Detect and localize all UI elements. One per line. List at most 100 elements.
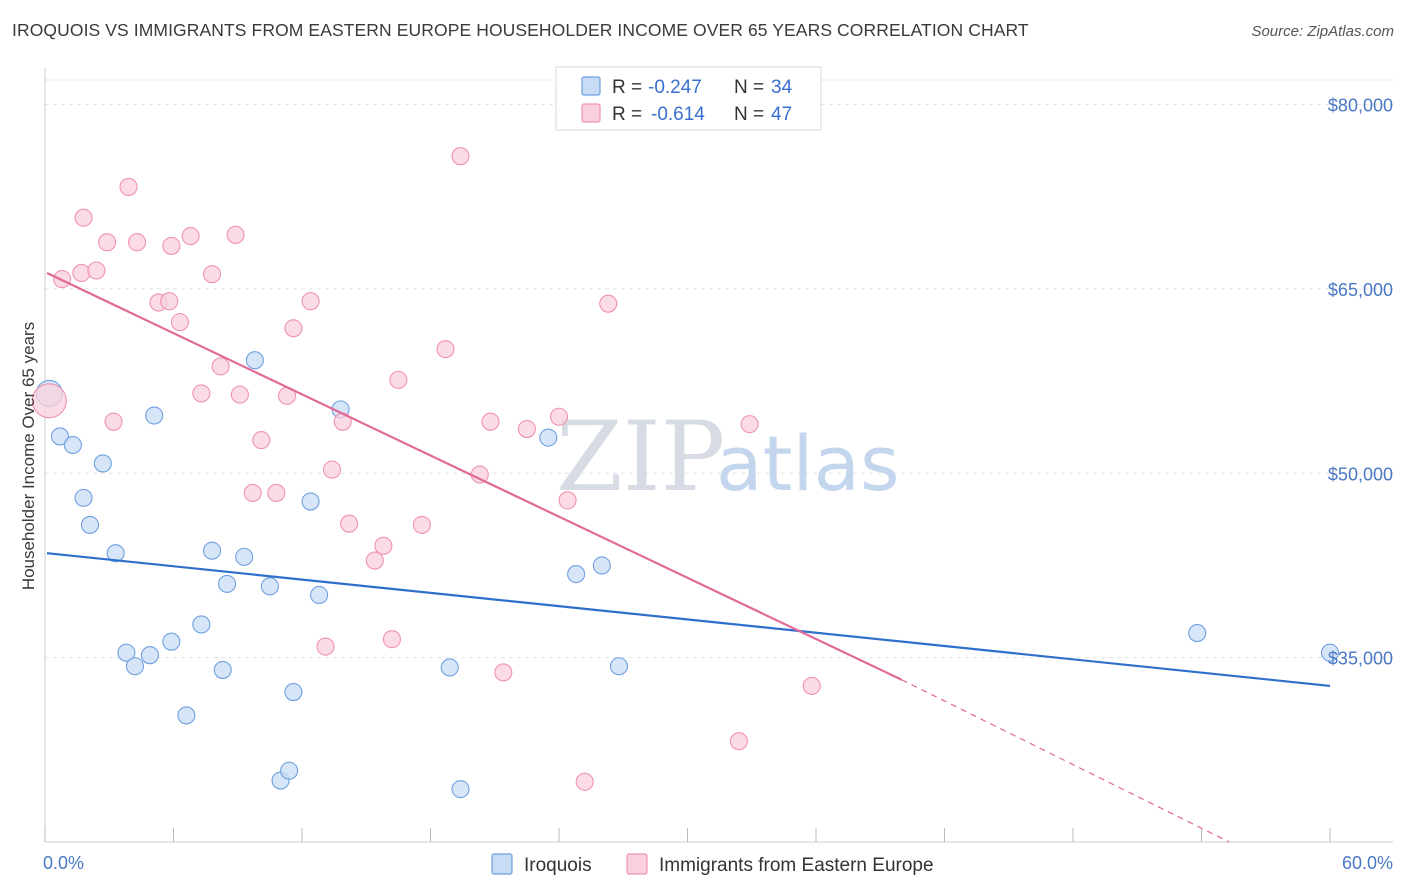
point-eastern-33 bbox=[412, 515, 431, 534]
point-eastern-34 bbox=[436, 340, 455, 359]
point-iroquois-24 bbox=[310, 585, 329, 605]
y-tick-label-2: $65,000 bbox=[1328, 280, 1393, 300]
correlation-legend: R = -0.247 N = 34 R = -0.614 N = 47 bbox=[555, 66, 822, 131]
legend-r-label-2: R = bbox=[612, 104, 642, 125]
legend-n-value-1: 34 bbox=[771, 77, 793, 98]
point-eastern-3 bbox=[74, 208, 93, 227]
legend-n-value-2: 47 bbox=[771, 104, 792, 125]
y-tick-labels: $35,000 $50,000 $65,000 $80,000 bbox=[1328, 96, 1393, 669]
y-tick-label-3: $80,000 bbox=[1328, 96, 1393, 116]
point-iroquois-11 bbox=[162, 632, 181, 651]
point-iroquois-3 bbox=[74, 488, 93, 507]
bottom-legend-iroquois: Iroquois bbox=[524, 855, 592, 876]
point-eastern-6 bbox=[104, 412, 123, 431]
point-iroquois-7 bbox=[117, 643, 136, 662]
point-eastern-15 bbox=[203, 265, 222, 284]
point-eastern-42 bbox=[575, 772, 594, 791]
point-iroquois-6 bbox=[106, 544, 125, 563]
point-eastern-0 bbox=[31, 383, 67, 419]
point-eastern-45 bbox=[740, 415, 759, 434]
point-eastern-23 bbox=[284, 319, 303, 338]
point-eastern-37 bbox=[481, 412, 500, 431]
y-tick-label-0: $35,000 bbox=[1328, 649, 1393, 669]
point-iroquois-27 bbox=[451, 780, 470, 799]
point-iroquois-23 bbox=[301, 492, 320, 511]
legend-swatch-eastern bbox=[581, 103, 601, 123]
point-eastern-28 bbox=[340, 514, 359, 533]
point-eastern-12 bbox=[170, 313, 189, 332]
x-tick-label-max: 60.0% bbox=[1342, 853, 1393, 873]
point-eastern-32 bbox=[389, 370, 408, 389]
point-eastern-43 bbox=[599, 294, 618, 313]
point-eastern-8 bbox=[128, 233, 147, 252]
point-iroquois-30 bbox=[592, 556, 611, 575]
point-eastern-31 bbox=[382, 630, 402, 649]
x-tick-label-min: 0.0% bbox=[43, 853, 84, 873]
point-eastern-10 bbox=[160, 292, 179, 311]
point-iroquois-14 bbox=[203, 541, 222, 560]
point-eastern-7 bbox=[119, 177, 138, 196]
source-label: Source: ZipAtlas.com bbox=[1251, 23, 1394, 40]
bottom-legend-swatch-eastern bbox=[626, 853, 648, 875]
point-eastern-25 bbox=[316, 637, 335, 656]
point-eastern-20 bbox=[252, 431, 271, 450]
point-eastern-21 bbox=[267, 483, 286, 503]
watermark-zip: ZIP bbox=[556, 401, 725, 513]
point-iroquois-33 bbox=[1320, 643, 1340, 662]
y-axis-title: Householder Income Over 65 years bbox=[19, 322, 38, 590]
point-iroquois-5 bbox=[93, 454, 112, 473]
point-eastern-11 bbox=[162, 236, 181, 255]
point-iroquois-9 bbox=[140, 646, 159, 665]
trend-line-iroquois bbox=[46, 552, 1331, 688]
point-iroquois-13 bbox=[192, 615, 211, 634]
trend-line-eastern bbox=[46, 271, 903, 681]
point-iroquois-17 bbox=[235, 547, 254, 566]
trend-line-eastern-extension bbox=[901, 679, 1230, 843]
point-iroquois-1 bbox=[50, 427, 70, 446]
point-iroquois-28 bbox=[539, 428, 558, 447]
point-eastern-2 bbox=[72, 263, 91, 283]
legend-r-value-1: -0.247 bbox=[648, 77, 702, 98]
point-eastern-19 bbox=[243, 483, 262, 503]
point-iroquois-18 bbox=[245, 351, 264, 370]
point-iroquois-16 bbox=[217, 574, 237, 593]
watermark-atlas: atlas bbox=[716, 419, 900, 508]
point-iroquois-31 bbox=[609, 657, 629, 676]
point-iroquois-4 bbox=[80, 515, 100, 534]
point-iroquois-29 bbox=[567, 565, 586, 584]
point-eastern-44 bbox=[729, 732, 748, 751]
point-iroquois-22 bbox=[284, 683, 303, 702]
point-eastern-40 bbox=[549, 407, 569, 426]
axes bbox=[44, 68, 1393, 843]
bottom-legend-swatch-iroquois bbox=[491, 853, 513, 875]
point-eastern-46 bbox=[802, 676, 821, 695]
point-iroquois-8 bbox=[125, 657, 144, 676]
point-eastern-5 bbox=[98, 233, 117, 252]
point-eastern-18 bbox=[230, 385, 249, 404]
chart-title: IROQUOIS VS IMMIGRANTS FROM EASTERN EURO… bbox=[12, 20, 1029, 40]
point-iroquois-32 bbox=[1188, 624, 1207, 643]
series-legend: Iroquois Immigrants from Eastern Europe bbox=[491, 853, 934, 876]
point-eastern-35 bbox=[451, 147, 470, 166]
point-iroquois-26 bbox=[440, 658, 459, 677]
point-eastern-29 bbox=[365, 551, 384, 570]
legend-n-label-2: N = bbox=[734, 104, 764, 125]
trend-lines bbox=[46, 271, 1331, 843]
point-eastern-30 bbox=[374, 536, 393, 555]
point-iroquois-2 bbox=[63, 435, 82, 455]
point-eastern-26 bbox=[322, 460, 342, 479]
point-eastern-38 bbox=[494, 663, 513, 682]
point-eastern-24 bbox=[301, 292, 320, 311]
y-tick-label-1: $50,000 bbox=[1328, 464, 1393, 484]
point-iroquois-21 bbox=[280, 761, 299, 780]
legend-r-label-1: R = bbox=[612, 77, 642, 98]
point-iroquois-19 bbox=[260, 577, 279, 596]
point-eastern-36 bbox=[470, 465, 489, 484]
point-eastern-39 bbox=[517, 419, 536, 439]
legend-r-value-2: -0.614 bbox=[651, 104, 705, 125]
watermark: ZIP atlas bbox=[556, 401, 900, 513]
data-points bbox=[31, 147, 1340, 799]
point-iroquois-10 bbox=[145, 406, 164, 425]
point-eastern-41 bbox=[558, 491, 577, 510]
